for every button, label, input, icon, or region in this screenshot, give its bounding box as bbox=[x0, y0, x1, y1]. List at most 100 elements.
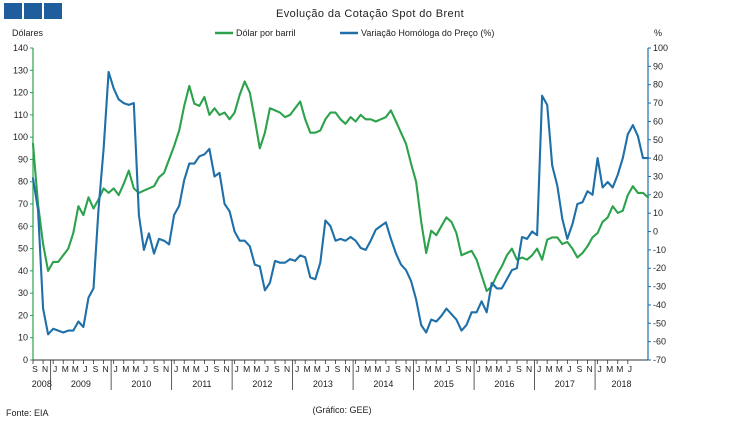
x-tick-label-month: N bbox=[284, 364, 290, 374]
x-tick-label-month: N bbox=[344, 364, 350, 374]
x-tick-label-year: 2017 bbox=[555, 379, 575, 389]
y-tick-label-left: 60 bbox=[18, 221, 28, 231]
y-tick-label-left: 110 bbox=[14, 110, 28, 120]
credit-note: (Gráfico: GEE) bbox=[312, 405, 371, 415]
x-tick-label-month: N bbox=[223, 364, 229, 374]
x-tick-label-month: M bbox=[243, 364, 250, 374]
x-tick-label-month: N bbox=[42, 364, 48, 374]
y-tick-label-right: 40 bbox=[653, 153, 663, 163]
x-tick-label-month: J bbox=[53, 364, 57, 374]
x-tick-label-month: N bbox=[405, 364, 411, 374]
x-tick-label-month: S bbox=[274, 364, 280, 374]
series-line-yoy-change bbox=[31, 70, 650, 336]
y-tick-label-left: 140 bbox=[13, 43, 28, 53]
logo bbox=[4, 3, 62, 19]
x-tick-label-month: J bbox=[537, 364, 541, 374]
x-tick-label-month: M bbox=[616, 364, 623, 374]
legend-label-yoy: Variação Homóloga do Preço (%) bbox=[361, 28, 494, 38]
x-tick-label-year: 2014 bbox=[373, 379, 393, 389]
x-tick-label-month: J bbox=[295, 364, 299, 374]
x-tick-label-month: N bbox=[465, 364, 471, 374]
x-tick-label-month: S bbox=[153, 364, 159, 374]
x-tick-label-month: J bbox=[355, 364, 359, 374]
x-tick-label-year: 2015 bbox=[434, 379, 454, 389]
x-tick-label-month: S bbox=[93, 364, 99, 374]
x-tick-label-month: J bbox=[507, 364, 511, 374]
x-tick-label-month: S bbox=[335, 364, 341, 374]
series-layer bbox=[31, 70, 650, 336]
legend-label-usd: Dólar por barril bbox=[236, 28, 296, 38]
x-tick-label-year: 2018 bbox=[612, 379, 632, 389]
y-tick-label-right: 30 bbox=[653, 171, 663, 181]
y-tick-label-right: -30 bbox=[653, 282, 666, 292]
y-tick-label-left: 130 bbox=[13, 65, 28, 75]
y-tick-label-right: 90 bbox=[653, 61, 663, 71]
y-tick-label-left: 50 bbox=[18, 244, 28, 254]
x-tick-label-month: J bbox=[235, 364, 239, 374]
x-tick-label-month: M bbox=[193, 364, 200, 374]
y-tick-label-right: -70 bbox=[653, 355, 666, 365]
x-tick-label-month: M bbox=[253, 364, 260, 374]
x-tick-label-month: J bbox=[386, 364, 390, 374]
x-tick-label-month: M bbox=[122, 364, 129, 374]
y-tick-label-right: 60 bbox=[653, 116, 663, 126]
x-tick-label-month: S bbox=[32, 364, 38, 374]
x-tick-label-month: M bbox=[374, 364, 381, 374]
x-tick-label-month: J bbox=[325, 364, 329, 374]
x-tick-label-month: S bbox=[395, 364, 401, 374]
y-tick-label-right: 0 bbox=[653, 227, 658, 237]
y-tick-label-right: -10 bbox=[653, 245, 666, 255]
logo-block-3 bbox=[44, 3, 62, 19]
x-tick-label-month: M bbox=[495, 364, 502, 374]
x-tick-label-year: 2011 bbox=[192, 379, 211, 389]
axes: 0102030405060708090100110120130140-70-60… bbox=[13, 43, 668, 390]
series-line-usd-per-barrel bbox=[31, 80, 650, 292]
x-tick-label-year: 2013 bbox=[313, 379, 333, 389]
x-tick-label-month: M bbox=[62, 364, 69, 374]
x-tick-label-month: J bbox=[446, 364, 450, 374]
x-tick-label-month: J bbox=[567, 364, 571, 374]
x-tick-label-month: S bbox=[577, 364, 583, 374]
chart-title: Evolução da Cotação Spot do Brent bbox=[276, 8, 464, 20]
x-tick-label-month: J bbox=[144, 364, 148, 374]
logo-block-1 bbox=[4, 3, 22, 19]
y-tick-label-right: 20 bbox=[653, 190, 663, 200]
x-tick-label-month: M bbox=[606, 364, 613, 374]
y-axis-right-label: % bbox=[654, 28, 662, 38]
x-tick-label-month: N bbox=[586, 364, 592, 374]
x-tick-label-year: 2016 bbox=[494, 379, 514, 389]
x-tick-label-month: M bbox=[425, 364, 432, 374]
y-tick-label-left: 10 bbox=[18, 333, 28, 343]
x-tick-label-month: J bbox=[114, 364, 118, 374]
y-tick-label-right: -20 bbox=[653, 263, 666, 273]
x-tick-label-month: S bbox=[214, 364, 220, 374]
y-tick-label-right: 70 bbox=[653, 98, 663, 108]
x-tick-label-month: J bbox=[265, 364, 269, 374]
y-tick-label-left: 100 bbox=[13, 132, 28, 142]
x-tick-label-month: M bbox=[314, 364, 321, 374]
x-tick-label-month: M bbox=[132, 364, 139, 374]
x-tick-label-month: M bbox=[435, 364, 442, 374]
x-tick-label-month: M bbox=[183, 364, 190, 374]
x-tick-label-month: M bbox=[304, 364, 311, 374]
y-tick-label-left: 20 bbox=[18, 310, 28, 320]
x-tick-label-month: N bbox=[163, 364, 169, 374]
x-tick-label-month: N bbox=[526, 364, 532, 374]
x-tick-label-month: N bbox=[103, 364, 109, 374]
y-tick-label-left: 40 bbox=[18, 266, 28, 276]
y-tick-label-left: 70 bbox=[18, 199, 28, 209]
x-tick-label-month: J bbox=[204, 364, 208, 374]
y-tick-label-right: 80 bbox=[653, 80, 663, 90]
y-tick-label-right: 10 bbox=[653, 208, 663, 218]
y-axis-left-label: Dólares bbox=[12, 28, 44, 38]
legend: Dólar por barril Variação Homóloga do Pr… bbox=[215, 28, 494, 38]
source-note: Fonte: EIA bbox=[6, 408, 49, 418]
x-tick-label-year: 2012 bbox=[252, 379, 272, 389]
y-tick-label-left: 0 bbox=[23, 355, 28, 365]
x-tick-label-month: J bbox=[174, 364, 178, 374]
y-tick-label-left: 90 bbox=[18, 154, 28, 164]
x-tick-label-month: M bbox=[72, 364, 79, 374]
x-tick-label-month: M bbox=[364, 364, 371, 374]
x-tick-label-month: S bbox=[456, 364, 462, 374]
